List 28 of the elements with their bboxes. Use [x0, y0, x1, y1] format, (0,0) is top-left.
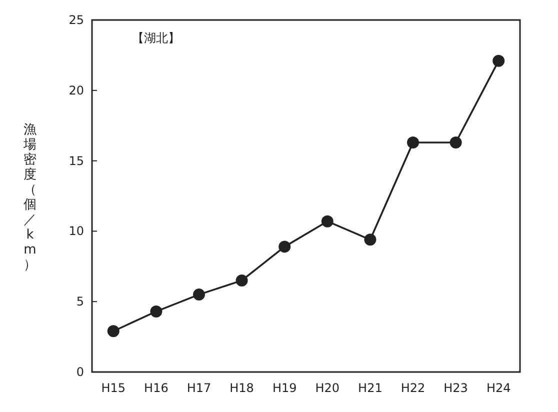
y-tick-label: 5: [76, 294, 84, 309]
x-tick-label: H21: [358, 381, 382, 395]
text: 漁場密度（個／km）: [24, 122, 36, 272]
point: [236, 274, 248, 286]
x-tick-label: H24: [486, 381, 511, 395]
y-tick-label: 10: [68, 224, 84, 238]
point: [450, 136, 462, 148]
x-tick-label: H15: [101, 381, 126, 395]
y-tick-label: 25: [68, 13, 84, 27]
x-tick-label: H19: [272, 381, 297, 395]
x-tick-label: H22: [400, 381, 426, 395]
point: [407, 136, 419, 148]
point: [150, 305, 162, 318]
point: [107, 325, 120, 338]
annotation: 【湖北】: [132, 31, 180, 45]
point: [492, 54, 505, 67]
y-tick-label: 0: [76, 365, 84, 379]
x-tick-label: H17: [186, 381, 212, 395]
x-tick-label: H23: [444, 381, 468, 395]
point: [278, 240, 291, 253]
x-tick-label: H20: [315, 381, 340, 395]
y-tick-label: 15: [68, 154, 84, 168]
x-tick-label: H16: [144, 381, 168, 395]
y-tick-label: 20: [68, 83, 84, 98]
x-tick-label: H18: [230, 381, 254, 395]
point: [193, 288, 205, 301]
point: [364, 234, 376, 246]
point: [321, 215, 334, 228]
